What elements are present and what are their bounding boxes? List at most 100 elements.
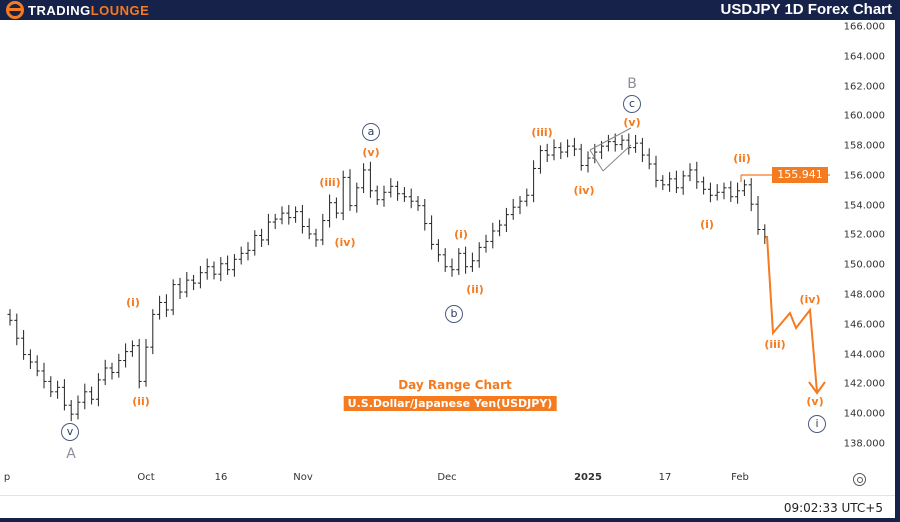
ohlc-bar [721,182,727,200]
ohlc-bar [333,197,339,219]
y-tick-label: 140.000 [843,408,885,420]
ohlc-bar [735,182,741,204]
wave-label-iii: (iii) [531,126,553,139]
y-tick-label: 156.000 [843,170,885,182]
ohlc-bar [673,170,679,194]
ohlc-bar [422,198,428,231]
ohlc-bar [225,255,231,275]
ohlc-bar [163,294,169,317]
ohlc-bar [27,349,33,370]
ohlc-bar [503,207,509,233]
y-tick-label: 150.000 [843,259,885,271]
ohlc-bar [490,222,496,249]
ohlc-bar [361,163,367,194]
ohlc-bar [449,258,455,277]
ohlc-bar [639,137,645,163]
wave-label-v: (v) [806,395,824,408]
ohlc-bar [497,219,503,237]
ohlc-bar [197,265,203,289]
ohlc-bar [531,160,537,203]
ohlc-bar [469,252,475,272]
ohlc-bar [367,161,373,198]
x-tick-label: Nov [293,472,313,483]
current-price-tag: 155.941 [772,167,828,183]
ohlc-bar [510,198,516,220]
ohlc-bar [667,172,673,192]
wave-label-a: a [362,123,380,141]
ohlc-bar [313,228,319,247]
ohlc-bar [524,188,530,207]
wave-label-A: A [66,446,76,462]
ohlc-bar [279,206,285,225]
ohlc-bar [82,383,88,410]
ohlc-bar [680,170,686,195]
x-tick-label: 17 [658,472,672,483]
projection-arrowhead [808,381,826,395]
ohlc-bar [150,309,156,355]
ohlc-bar [89,386,95,405]
tradinglounge-logo: TRADINGLOUNGE [6,1,149,19]
ohlc-bar [748,178,754,212]
y-tick-label: 152.000 [843,229,885,241]
settings-icon[interactable] [853,473,866,486]
ohlc-bar [619,134,625,150]
ohlc-bar [340,170,346,221]
ohlc-bar [116,353,122,378]
ohlc-bar [558,142,564,160]
ohlc-bar [571,137,577,157]
clock: 09:02:33 UTC+5 [783,501,883,515]
y-tick-label: 158.000 [843,140,885,152]
ohlc-bar [21,330,27,360]
wave-label-c: c [623,95,641,113]
wave-label-ii: (ii) [733,152,751,165]
y-tick-label: 154.000 [843,200,885,212]
ohlc-bar [714,184,720,201]
wave-label-iv: (iv) [573,184,595,197]
ohlc-bar [463,246,469,274]
ohlc-bar [191,274,197,291]
wave-label-i: (i) [700,218,714,231]
ohlc-bar [517,196,523,215]
instrument-label: U.S.Dollar/Japanese Yen(USDJPY) [343,396,557,411]
y-tick-label: 148.000 [843,289,885,301]
wave-label-ii: (ii) [132,395,150,408]
logo-icon [6,1,24,19]
ohlc-bar [293,206,299,223]
wave-label-b: b [445,305,463,323]
ohlc-bar [476,242,482,268]
chart-panel[interactable]: (i) (ii) (iii) (iv) (v) a (i) (ii) b (ii… [0,20,895,518]
ohlc-bar [14,313,20,346]
ohlc-bar [388,178,394,198]
wave-label-circle-i: i [808,415,826,433]
y-tick-label: 146.000 [843,319,885,331]
ohlc-bar [7,309,13,326]
y-tick-label: 160.000 [843,110,885,122]
ohlc-bar [626,133,632,155]
x-tick-label: Oct [137,472,155,483]
chart-subtitle: Day Range Chart [398,378,512,392]
wave-label-v: (v) [362,146,380,159]
ohlc-bar [537,145,543,174]
ohlc-bar [238,246,244,265]
ohlc-bar [170,279,176,316]
ohlc-bar [204,258,210,280]
ohlc-bar [429,215,435,250]
ohlc-bar [395,181,401,201]
price-chart[interactable] [0,20,895,495]
ohlc-bar [252,230,258,256]
ohlc-bar [728,181,734,202]
wave-label-iv: (iv) [334,236,356,249]
ohlc-bar [374,185,380,205]
y-tick-label: 144.000 [843,349,885,361]
projected-wave-path [766,235,818,393]
wave-label-i: (i) [454,228,468,241]
ohlc-bar [741,179,747,197]
chart-title: USDJPY 1D Forex Chart [720,1,892,18]
wave-label-iv: (iv) [799,293,821,306]
ohlc-bar [129,340,135,357]
ohlc-bar [48,376,54,398]
logo-text-lounge: LOUNGE [90,2,150,18]
ohlc-bar [123,343,129,368]
ohlc-bars [7,133,768,422]
ohlc-bar [211,261,217,280]
